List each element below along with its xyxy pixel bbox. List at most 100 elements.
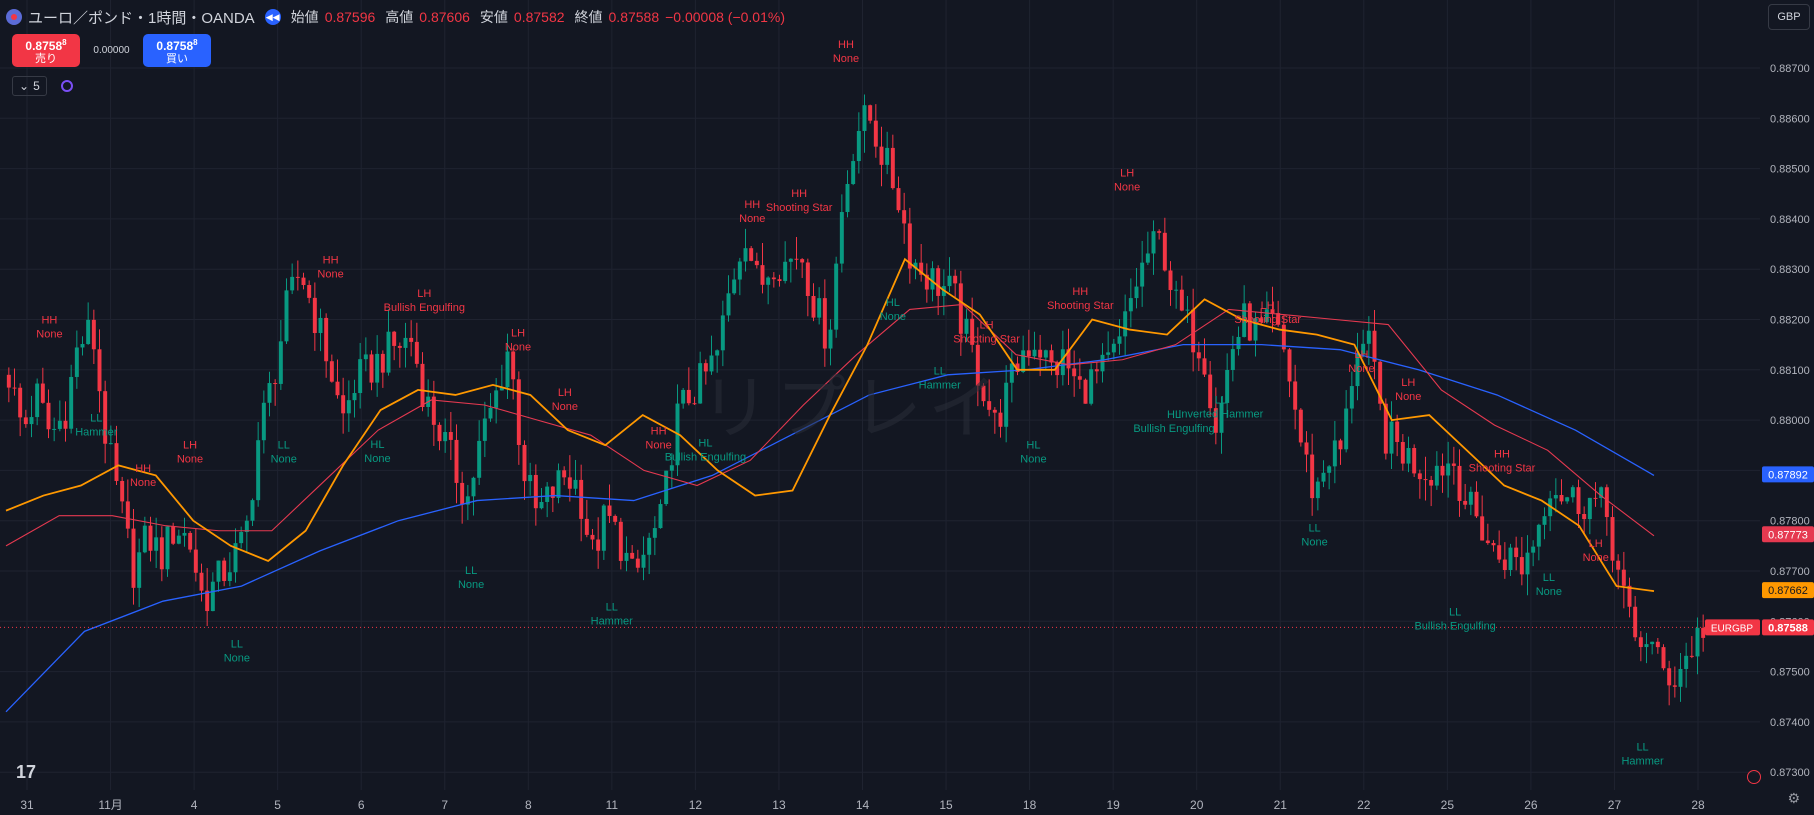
swing-type-label: LH <box>980 320 994 332</box>
pattern-label: Bullish Engulfing <box>665 452 746 464</box>
candle-up <box>471 477 476 497</box>
candle-up <box>1525 552 1530 575</box>
candle-down <box>1451 463 1456 466</box>
candle-down <box>596 539 601 551</box>
sell-price-pip: 8 <box>62 37 67 47</box>
buy-button[interactable]: 0.87588 買い <box>143 34 211 67</box>
candle-down <box>1655 641 1660 648</box>
candle-down <box>924 274 929 290</box>
candle-down <box>607 505 612 516</box>
candle-down <box>1304 442 1309 455</box>
candle-up <box>885 147 890 165</box>
candle-up <box>1553 494 1558 499</box>
candle-down <box>1485 540 1490 544</box>
candle-up <box>601 505 606 551</box>
candle-down <box>1066 349 1071 369</box>
candle-down <box>1015 363 1020 372</box>
candle-up <box>386 331 391 373</box>
candle-up <box>1327 466 1332 473</box>
candle-down <box>760 265 765 285</box>
candle-down <box>777 279 782 282</box>
ma-price-badge <box>1762 466 1814 483</box>
pattern-label: Inverted Hammer <box>1178 408 1263 420</box>
swing-type-label: LL <box>231 639 243 651</box>
candle-up <box>154 537 159 551</box>
candle-up <box>1100 354 1105 372</box>
swing-type-label: HH <box>323 255 339 267</box>
timezone-icon[interactable] <box>1747 770 1761 784</box>
candle-up <box>250 500 255 521</box>
candle-down <box>307 285 312 298</box>
candle-down <box>1667 668 1672 686</box>
candle-down <box>312 297 317 334</box>
low-value: 0.87582 <box>513 9 565 25</box>
candle-down <box>1072 368 1077 377</box>
candle-up <box>1406 448 1411 464</box>
candle-up <box>1468 491 1473 505</box>
candle-up <box>783 261 788 282</box>
candle-up <box>851 161 856 185</box>
settings-gear-icon[interactable]: ⚙ <box>1787 790 1800 806</box>
candle-up <box>862 105 867 131</box>
candle-down <box>1338 440 1343 450</box>
ma-fast-line <box>5 257 1655 593</box>
candle-up <box>239 532 244 544</box>
tradingview-logo-icon[interactable]: 17 <box>16 762 37 782</box>
swing-type-label: HL <box>1026 440 1040 452</box>
candle-up <box>698 363 703 404</box>
candle-down <box>1417 473 1422 480</box>
candle-up <box>913 262 918 269</box>
pattern-label: Hammer <box>591 616 634 628</box>
sell-label: 売り <box>35 52 57 65</box>
candle-down <box>987 401 992 410</box>
price-tick-label: 0.87300 <box>1770 767 1810 779</box>
candle-up <box>1536 524 1541 547</box>
candle-down <box>1383 403 1388 454</box>
swing-type-label: LH <box>1261 300 1275 312</box>
chart-header: ユーロ／ポンド・1時間・OANDA ◀◀ 始値 0.87596 高値 0.876… <box>6 6 785 28</box>
swing-type-label: LL <box>606 602 618 614</box>
candle-down <box>1497 545 1502 560</box>
symbol-title[interactable]: ユーロ／ポンド・1時間・OANDA <box>28 9 255 27</box>
indicators-toggle-button[interactable]: ⌄ 5 <box>12 76 47 96</box>
candle-down <box>1689 655 1694 657</box>
swing-type-label: LH <box>1589 538 1603 550</box>
candle-up <box>828 329 833 349</box>
candle-up <box>1349 386 1354 409</box>
candle-up <box>539 501 544 509</box>
candle-down <box>686 389 691 404</box>
buy-price: 0.8758 <box>156 38 194 53</box>
candle-down <box>618 521 623 561</box>
candle-down <box>584 518 589 535</box>
swing-type-label: HL <box>1167 409 1181 421</box>
candle-up <box>244 520 249 533</box>
ma-price-badge-text: 0.87773 <box>1768 529 1808 541</box>
candle-up <box>1599 487 1604 499</box>
pattern-label: Shooting Star <box>1234 314 1301 326</box>
candle-up <box>465 496 470 505</box>
candle-up <box>1151 231 1156 254</box>
candle-up <box>1542 516 1547 525</box>
candle-up <box>210 581 215 612</box>
candle-up <box>1123 311 1128 337</box>
price-tick-label: 0.87500 <box>1770 667 1810 679</box>
replay-icon[interactable]: ◀◀ <box>264 9 281 25</box>
sell-button[interactable]: 0.87588 売り <box>12 34 80 67</box>
candle-down <box>171 526 176 544</box>
candle-down <box>1423 479 1428 481</box>
pattern-label: None <box>552 401 578 413</box>
pattern-label: None <box>36 329 62 341</box>
candle-up <box>545 486 550 502</box>
candle-down <box>1298 409 1303 443</box>
currency-selector[interactable]: GBP <box>1768 4 1810 30</box>
time-tick-label: 31 <box>20 798 34 812</box>
time-tick-label: 27 <box>1608 798 1622 812</box>
candle-down <box>329 361 334 382</box>
swing-type-label: HH <box>41 315 57 327</box>
candle-down <box>448 432 453 440</box>
candle-down <box>635 558 640 568</box>
candle-up <box>788 258 793 262</box>
candle-down <box>97 349 102 392</box>
